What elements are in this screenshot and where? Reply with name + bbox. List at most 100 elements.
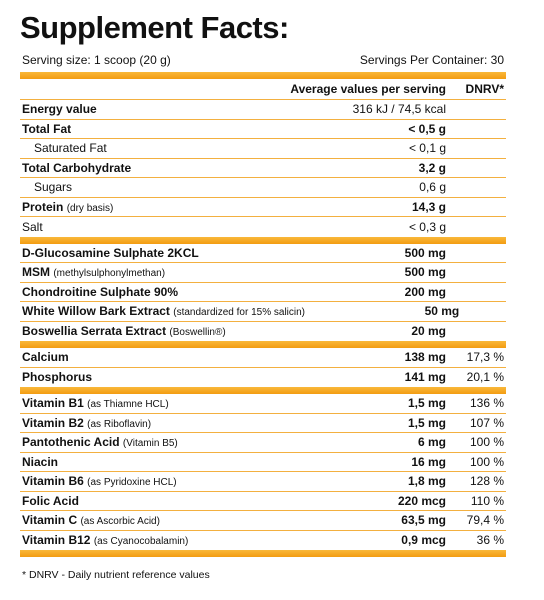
fact-row: D-Glucosamine Sulphate 2KCL 500 mg — [20, 244, 506, 263]
amount: 20 mg — [411, 324, 446, 339]
divider-bar — [20, 550, 506, 557]
fact-row: Folic Acid 220 mcg 110 % — [20, 492, 506, 511]
nutrient-name-cell: White Willow Bark Extract (standardized … — [20, 304, 305, 318]
dnrv: 20,1 % — [466, 370, 504, 385]
fact-row: Calcium 138 mg 17,3 % — [20, 348, 506, 368]
nutrient-name-cell: D-Glucosamine Sulphate 2KCL — [20, 246, 246, 260]
nutrient-name-cell: Calcium — [20, 350, 246, 364]
nutrient-name: Salt — [22, 219, 43, 234]
dnrv: 107 % — [469, 415, 504, 430]
nutrient-note: (standardized for 15% salicin) — [173, 307, 305, 319]
dnrv: 36 % — [476, 533, 504, 548]
fact-row: Vitamin B2 (as Riboflavin) 1,5 mg 107 % — [20, 414, 506, 433]
nutrient-name: Vitamin B2 — [22, 415, 84, 430]
amount: 0,9 mcg — [401, 533, 446, 548]
nutrient-name: Total Fat — [22, 121, 72, 136]
fact-row: Total Carbohydrate 3,2 g — [20, 159, 506, 178]
header-amount: Average values per serving — [290, 82, 446, 96]
nutrient-note: (as Pyridoxine HCL) — [87, 477, 177, 489]
nutrient-note: (Boswellin®) — [169, 327, 226, 339]
nutrient-name-cell: Sugars — [20, 180, 246, 194]
amount: 138 mg — [404, 350, 446, 365]
nutrient-note: (as Thiamne HCL) — [87, 399, 169, 411]
nutrient-name-cell: Folic Acid — [20, 494, 246, 508]
serving-size: Serving size: 1 scoop (20 g) — [22, 53, 171, 67]
fact-row: Pantothenic Acid (Vitamin B5) 6 mg 100 % — [20, 433, 506, 453]
fact-row: Saturated Fat < 0,1 g — [20, 139, 506, 159]
amount: 316 kJ / 74,5 kcal — [352, 102, 446, 117]
fact-row: Protein (dry basis) 14,3 g — [20, 198, 506, 217]
dnrv: 100 % — [469, 454, 504, 469]
nutrient-name-cell: Energy value — [20, 102, 246, 116]
nutrient-note: (as Riboflavin) — [87, 418, 152, 430]
fact-row: MSM (methylsulphonylmethan) 500 mg — [20, 263, 506, 283]
nutrient-name: Niacin — [22, 454, 59, 469]
header-row: Average values per serving DNRV* — [20, 79, 506, 100]
header-dnrv: DNRV* — [465, 82, 504, 96]
nutrient-name-cell: Vitamin B1 (as Thiamne HCL) — [20, 396, 246, 410]
nutrient-name: Protein — [22, 199, 64, 214]
nutrient-name-cell: Total Fat — [20, 122, 246, 136]
amount: 1,8 mg — [407, 474, 446, 489]
nutrient-name-cell: Phosphorus — [20, 370, 246, 384]
nutrient-name-cell: Total Carbohydrate — [20, 161, 246, 175]
fact-row: Energy value 316 kJ / 74,5 kcal — [20, 100, 506, 120]
nutrient-name-cell: Boswellia Serrata Extract (Boswellin®) — [20, 324, 246, 338]
divider-bar — [20, 236, 506, 244]
nutrient-name: White Willow Bark Extract — [22, 304, 170, 319]
dnrv: 100 % — [469, 435, 504, 450]
fact-row: Total Fat < 0,5 g — [20, 120, 506, 139]
fact-row: Vitamin B6 (as Pyridoxine HCL) 1,8 mg 128 … — [20, 472, 506, 492]
divider-bar — [20, 387, 506, 394]
nutrient-name: Total Carbohydrate — [22, 160, 132, 175]
nutrient-name-cell: Pantothenic Acid (Vitamin B5) — [20, 435, 246, 449]
facts-table: Average values per serving DNRV* Energy … — [20, 72, 506, 557]
amount: 63,5 mg — [401, 513, 446, 528]
fact-row: Boswellia Serrata Extract (Boswellin®) 20… — [20, 322, 506, 342]
nutrient-name: Vitamin B1 — [22, 396, 84, 411]
amount: 1,5 mg — [407, 396, 446, 411]
serving-info: Serving size: 1 scoop (20 g) Servings Pe… — [22, 53, 504, 67]
dnrv: 17,3 % — [466, 350, 504, 365]
nutrient-name: Saturated Fat — [34, 141, 107, 156]
dnrv: 128 % — [469, 474, 504, 489]
nutrient-name: Vitamin C — [22, 513, 78, 528]
nutrient-name: Vitamin B6 — [22, 474, 84, 489]
amount: 50 mg — [424, 304, 460, 319]
fact-row: Chondroitine Sulphate 90% 200 mg — [20, 283, 506, 302]
nutrient-name-cell: Vitamin C (as Ascorbic Acid) — [20, 513, 246, 527]
nutrient-name: Calcium — [22, 350, 69, 365]
nutrient-note: (as Ascorbic Acid) — [80, 516, 160, 528]
fact-row: Vitamin B1 (as Thiamne HCL) 1,5 mg 136 % — [20, 394, 506, 414]
nutrient-name-cell: Vitamin B6 (as Pyridoxine HCL) — [20, 474, 246, 488]
fact-row: Vitamin B12 (as Cyanocobalamin) 0,9 mcg 36… — [20, 531, 506, 551]
title: Supplement Facts: — [20, 10, 289, 45]
amount: < 0,1 g — [408, 141, 446, 156]
amount: 1,5 mg — [407, 415, 446, 430]
nutrient-name: MSM — [22, 265, 50, 280]
footnote: * DNRV - Daily nutrient reference values — [22, 569, 210, 581]
fact-row: Sugars 0,6 g — [20, 178, 506, 198]
nutrient-name-cell: Niacin — [20, 455, 246, 469]
nutrient-name: Phosphorus — [22, 370, 93, 385]
amount: 500 mg — [404, 245, 446, 260]
nutrient-name-cell: Vitamin B2 (as Riboflavin) — [20, 416, 246, 430]
nutrient-note: (dry basis) — [66, 202, 114, 214]
amount: 220 mcg — [397, 493, 446, 508]
nutrient-note: (as Cyanocobalamin) — [93, 536, 189, 548]
nutrient-name: Boswellia Serrata Extract — [22, 324, 167, 339]
amount: 500 mg — [404, 265, 446, 280]
divider-bar — [20, 72, 506, 79]
nutrient-note: (methylsulphonylmethan) — [53, 268, 166, 280]
nutrient-name-cell: Vitamin B12 (as Cyanocobalamin) — [20, 533, 246, 547]
nutrient-name: Pantothenic Acid — [22, 435, 120, 450]
amount: < 0,5 g — [408, 121, 446, 136]
amount: 14,3 g — [411, 199, 446, 214]
nutrient-name-cell: Chondroitine Sulphate 90% — [20, 285, 246, 299]
nutrient-name-cell: Saturated Fat — [20, 141, 246, 155]
amount: 3,2 g — [418, 160, 446, 175]
amount: 16 mg — [411, 454, 446, 469]
amount: 6 mg — [417, 435, 446, 450]
nutrient-name-cell: Protein (dry basis) — [20, 200, 246, 214]
